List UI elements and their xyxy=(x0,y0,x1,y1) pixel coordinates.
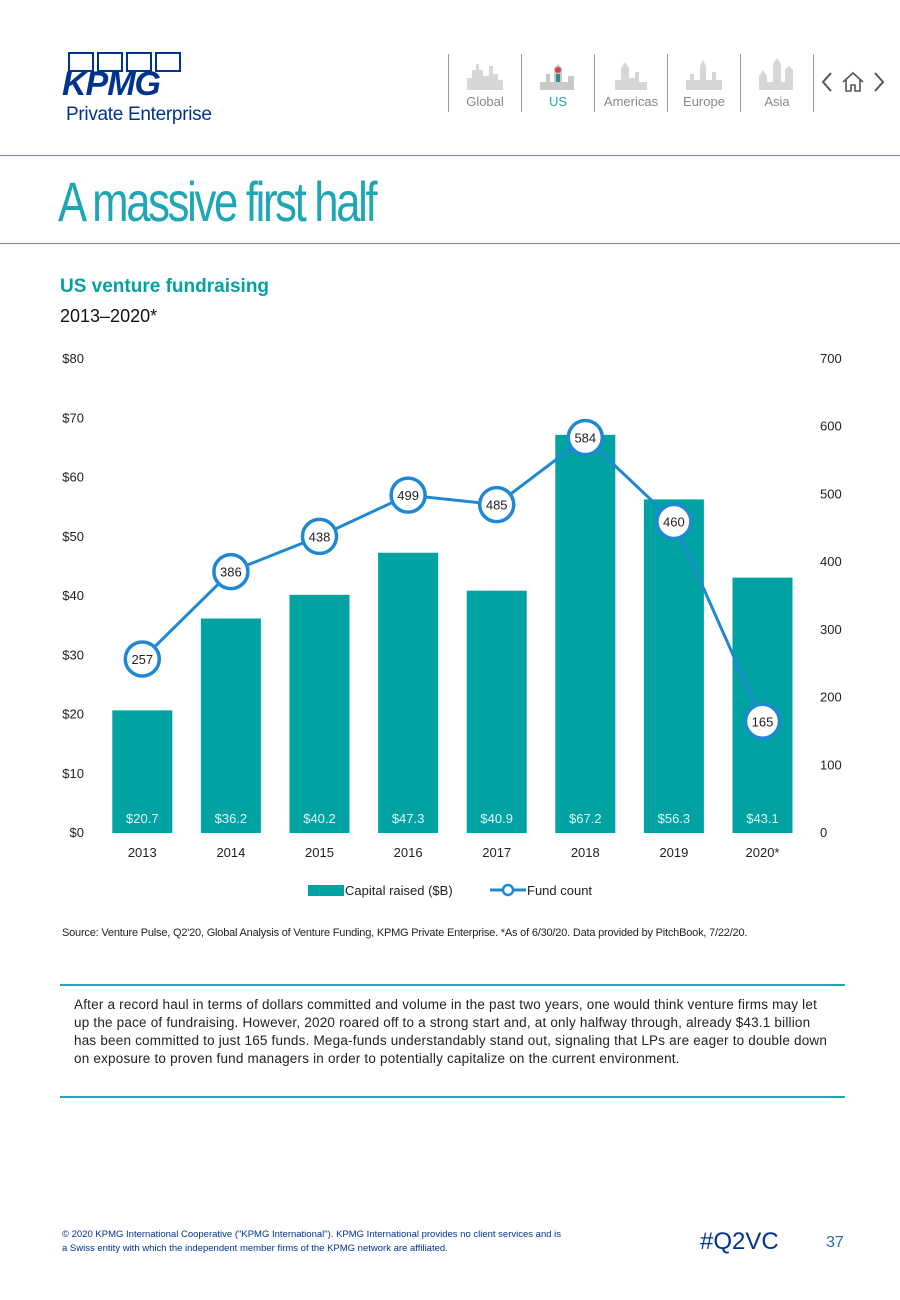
fund-count-label: 438 xyxy=(309,529,331,544)
bar-value-label: $36.2 xyxy=(215,811,248,826)
copyright: © 2020 KPMG International Cooperative ("… xyxy=(62,1229,562,1254)
region-label: Global xyxy=(466,94,504,109)
chevron-left-icon[interactable] xyxy=(820,70,834,99)
fund-count-label: 485 xyxy=(486,498,508,513)
left-axis-tick-label: $30 xyxy=(62,647,84,662)
region-label: Asia xyxy=(764,94,790,109)
bar-capital-raised xyxy=(289,594,350,833)
us-skyline-icon xyxy=(540,64,574,90)
kpmg-logo: KPMG Private Enterprise xyxy=(62,52,212,132)
right-axis-tick-label: 500 xyxy=(820,486,842,501)
fund-count-marker xyxy=(477,485,516,524)
x-axis-tick-label: 2016 xyxy=(394,845,423,860)
fund-count-marker xyxy=(389,476,427,514)
bar-value-label: $40.2 xyxy=(303,811,336,826)
right-axis-tick-label: 700 xyxy=(820,351,842,366)
fund-count-label: 165 xyxy=(752,714,774,729)
x-axis-tick-label: 2018 xyxy=(571,845,600,860)
europe-skyline-icon xyxy=(686,60,722,90)
page-title: A massive first half xyxy=(58,170,378,233)
header-divider xyxy=(0,155,900,156)
x-axis-tick-label: 2015 xyxy=(305,845,334,860)
fund-count-marker xyxy=(300,517,339,556)
chart-title: US venture fundraising xyxy=(60,276,270,297)
fund-count-marker xyxy=(123,640,162,678)
logo-boxes xyxy=(68,52,181,72)
right-axis-tick-label: 400 xyxy=(820,554,842,569)
logo-word: KPMG xyxy=(62,65,161,103)
source-note: Source: Venture Pulse, Q2'20, Global Ana… xyxy=(62,927,748,939)
bar-capital-raised xyxy=(200,618,261,833)
legend-label-fund-count: Fund count xyxy=(527,883,592,898)
region-tab-us[interactable]: US xyxy=(521,54,594,112)
x-axis-tick-label: 2019 xyxy=(659,845,688,860)
commentary-box: After a record haul in terms of dollars … xyxy=(60,984,845,1098)
global-skyline-icon xyxy=(467,64,503,90)
left-axis-tick-label: $0 xyxy=(70,825,84,840)
home-icon[interactable] xyxy=(840,70,866,99)
bar-capital-raised xyxy=(112,710,173,833)
bar-value-label: $20.7 xyxy=(126,811,159,826)
logo-subtitle: Private Enterprise xyxy=(66,104,212,125)
left-axis-tick-label: $60 xyxy=(62,470,84,485)
fund-count-marker xyxy=(566,418,605,457)
chart-subtitle: 2013–2020* xyxy=(60,306,158,326)
nav-controls xyxy=(820,70,886,99)
fund-count-label: 499 xyxy=(397,488,419,503)
region-label: Americas xyxy=(603,94,659,109)
hashtag[interactable]: #Q2VC xyxy=(700,1228,779,1255)
bar-capital-raised xyxy=(555,434,616,833)
legend-swatch-bar xyxy=(308,885,344,896)
bar-capital-raised xyxy=(466,590,527,833)
fund-count-label: 386 xyxy=(220,565,242,580)
right-axis-tick-label: 300 xyxy=(820,622,842,637)
x-axis-tick-label: 2013 xyxy=(128,845,157,860)
bar-value-label: $43.1 xyxy=(746,811,779,826)
region-tab-asia[interactable]: Asia xyxy=(740,54,814,112)
x-axis-tick-label: 2017 xyxy=(482,845,511,860)
region-tab-global[interactable]: Global xyxy=(448,54,521,112)
fund-count-label: 460 xyxy=(663,515,685,530)
commentary-text: After a record haul in terms of dollars … xyxy=(74,997,828,1066)
bar-value-label: $56.3 xyxy=(658,811,691,826)
left-axis-tick-label: $50 xyxy=(62,529,84,544)
left-axis-tick-label: $70 xyxy=(62,410,84,425)
legend-swatch-marker xyxy=(501,883,515,897)
right-axis-tick-label: 200 xyxy=(820,690,842,705)
bar-value-label: $40.9 xyxy=(480,811,513,826)
fund-count-label: 257 xyxy=(131,652,153,667)
asia-skyline-icon xyxy=(759,58,793,90)
region-nav: Global US Americas Europe Asia xyxy=(448,54,814,112)
fund-count-label: 584 xyxy=(574,431,596,446)
left-axis-tick-label: $80 xyxy=(62,351,84,366)
region-tab-europe[interactable]: Europe xyxy=(667,54,740,112)
page-number: 37 xyxy=(826,1234,844,1251)
fund-count-marker xyxy=(212,552,250,591)
fund-count-marker xyxy=(655,502,693,541)
right-axis-tick-label: 0 xyxy=(820,825,827,840)
bar-value-label: $67.2 xyxy=(569,811,602,826)
region-tab-americas[interactable]: Americas xyxy=(594,54,667,112)
left-axis-tick-label: $10 xyxy=(62,766,84,781)
americas-skyline-icon xyxy=(615,62,647,90)
bar-capital-raised xyxy=(378,552,439,833)
bar-capital-raised xyxy=(643,499,704,833)
title-divider xyxy=(0,243,900,244)
right-axis-tick-label: 100 xyxy=(820,757,842,772)
right-axis-tick-label: 600 xyxy=(820,419,842,434)
bar-value-label: $47.3 xyxy=(392,811,425,826)
x-axis-tick-label: 2020* xyxy=(746,845,780,860)
region-label: US xyxy=(548,94,568,109)
x-axis-tick-label: 2014 xyxy=(216,845,245,860)
legend-label-capital: Capital raised ($B) xyxy=(345,883,453,898)
fundraising-chart: $0 $10 $20 $30 $40 $50 $60 $70 $80 0 100 200 300 400 5… xyxy=(62,351,842,898)
left-axis-tick-label: $40 xyxy=(62,588,84,603)
fund-count-marker xyxy=(743,702,782,741)
left-axis-tick-label: $20 xyxy=(62,707,84,722)
region-label: Europe xyxy=(683,94,725,109)
chevron-right-icon[interactable] xyxy=(872,70,886,99)
